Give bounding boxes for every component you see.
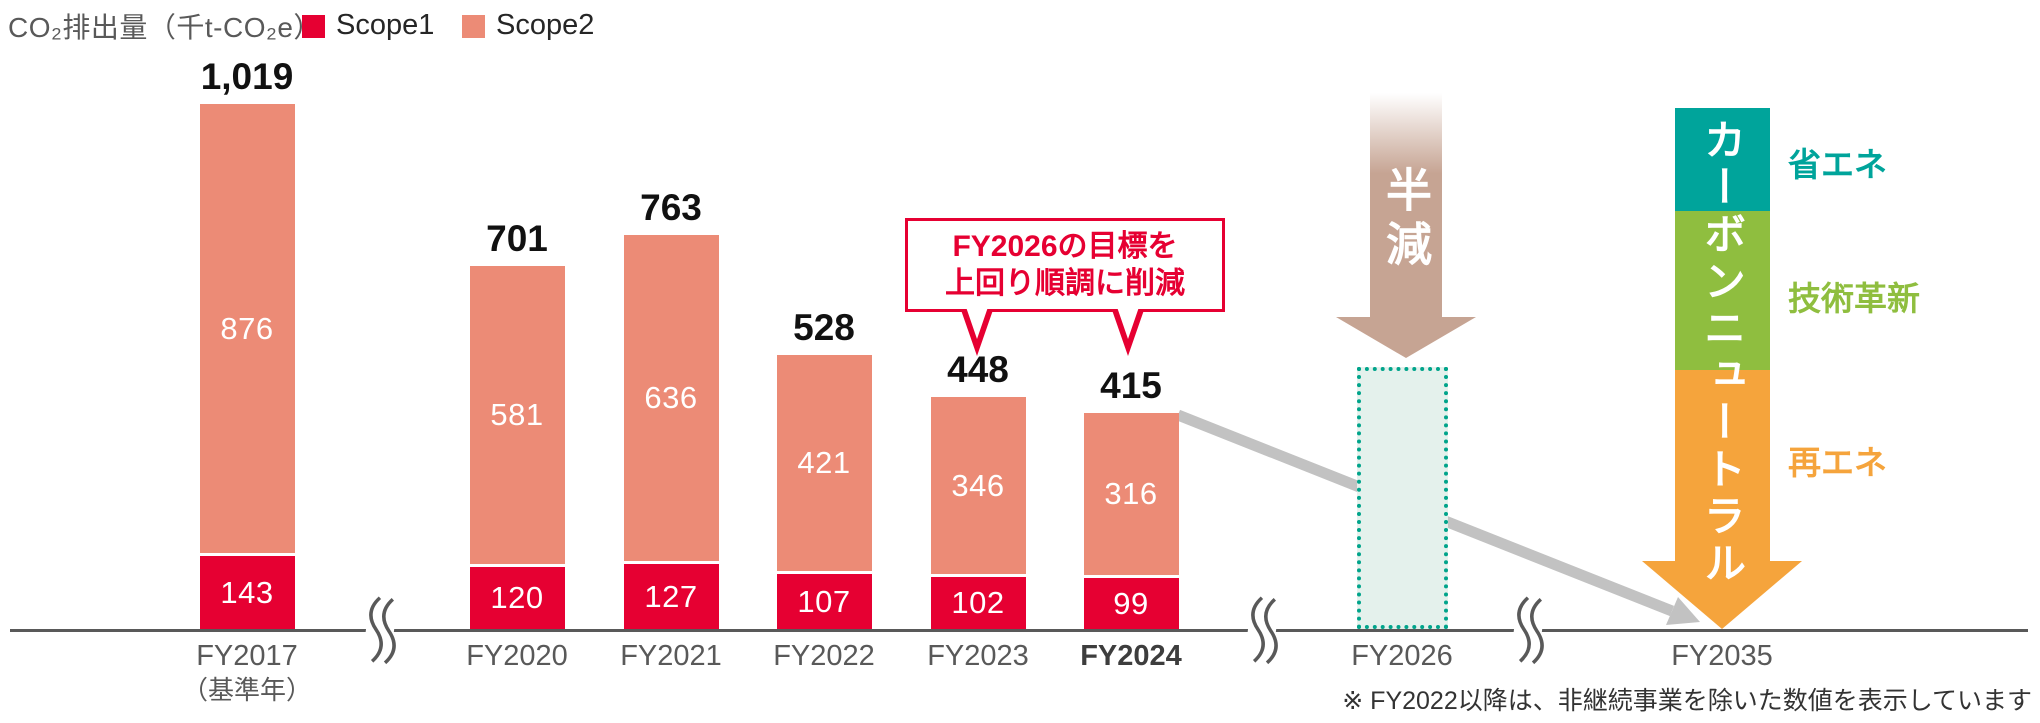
scope1-legend-swatch xyxy=(302,15,325,38)
axis-label-fy2017: FY2017 xyxy=(196,640,298,672)
scope2-segment: 421 xyxy=(776,355,872,571)
axis-label-fy2021: FY2021 xyxy=(620,640,722,672)
axis-label-fy2022: FY2022 xyxy=(773,640,875,672)
scope2-value: 421 xyxy=(797,445,851,480)
fy2026-target-bar xyxy=(1357,367,1448,629)
bar-total-label: 701 xyxy=(486,218,548,259)
measure-label-2: 技術革新 xyxy=(1788,280,1920,317)
carbon-neutral-segment-3 xyxy=(1675,370,1770,562)
scope2-value: 636 xyxy=(644,380,698,415)
carbon-neutral-segment-2 xyxy=(1675,211,1770,370)
y-axis-unit-label: CO₂排出量（千t-CO₂e） xyxy=(8,12,322,43)
scope2-value: 316 xyxy=(1104,476,1158,511)
scope2-value: 581 xyxy=(490,397,544,432)
bar-total-label: 1,019 xyxy=(200,56,294,97)
scope2-segment: 346 xyxy=(930,397,1026,574)
measure-label-1: 省エネ xyxy=(1788,146,1887,183)
scope1-value: 107 xyxy=(797,583,851,619)
annotation-line1: FY2026の目標を xyxy=(952,230,1178,263)
axis-label-fy2035: FY2035 xyxy=(1671,640,1773,672)
scope1-value: 127 xyxy=(644,578,698,614)
bar-total-label: 528 xyxy=(793,307,855,348)
axis-label-fy2026: FY2026 xyxy=(1351,640,1453,672)
halve-arrow-label: 半減 xyxy=(1380,166,1432,274)
bar-total-label: 448 xyxy=(947,349,1009,390)
scope1-segment: 120 xyxy=(469,567,565,629)
annotation-callout: FY2026の目標を 上回り順調に削減 xyxy=(905,218,1225,312)
scope1-legend-label: Scope1 xyxy=(336,9,435,41)
scope1-segment: 127 xyxy=(623,564,719,629)
scope2-legend-swatch xyxy=(462,15,485,38)
scope2-value: 346 xyxy=(951,467,1005,503)
scope1-value: 120 xyxy=(490,580,544,615)
scope2-value: 876 xyxy=(220,310,274,346)
scope2-segment: 636 xyxy=(623,235,719,561)
x-axis-line xyxy=(10,629,2028,632)
axis-label-fy2020: FY2020 xyxy=(466,640,568,672)
bar-total-label: 415 xyxy=(1100,365,1162,406)
footnote: ※ FY2022以降は、非継続事業を除いた数値を表示しています xyxy=(1342,687,2032,715)
scope1-segment: 143 xyxy=(199,556,295,629)
axis-label-fy2024: FY2024 xyxy=(1080,640,1182,672)
annotation-line2: 上回り順調に削減 xyxy=(945,267,1185,300)
axis-sublabel-fy2017: （基準年） xyxy=(181,675,312,705)
scope1-value: 99 xyxy=(1113,585,1149,621)
scope2-segment: 316 xyxy=(1083,413,1179,575)
bar-total-label: 763 xyxy=(640,187,702,228)
axis-label-fy2023: FY2023 xyxy=(927,640,1029,672)
carbon-neutral-arrow-label: カーボンニュートラル xyxy=(1698,118,1746,588)
scope1-value: 102 xyxy=(951,585,1005,620)
scope1-segment: 102 xyxy=(930,577,1026,629)
scope1-segment: 99 xyxy=(1083,578,1179,629)
scope2-segment: 876 xyxy=(199,104,295,553)
measure-label-3: 再エネ xyxy=(1788,444,1887,481)
scope2-segment: 581 xyxy=(469,266,565,564)
carbon-neutral-segment-1 xyxy=(1675,108,1770,211)
halve-arrow-body xyxy=(1370,93,1442,317)
scope2-legend-label: Scope2 xyxy=(496,9,595,41)
scope1-segment: 107 xyxy=(776,574,872,629)
scope1-value: 143 xyxy=(220,574,274,610)
halve-arrow-head xyxy=(1336,317,1476,358)
